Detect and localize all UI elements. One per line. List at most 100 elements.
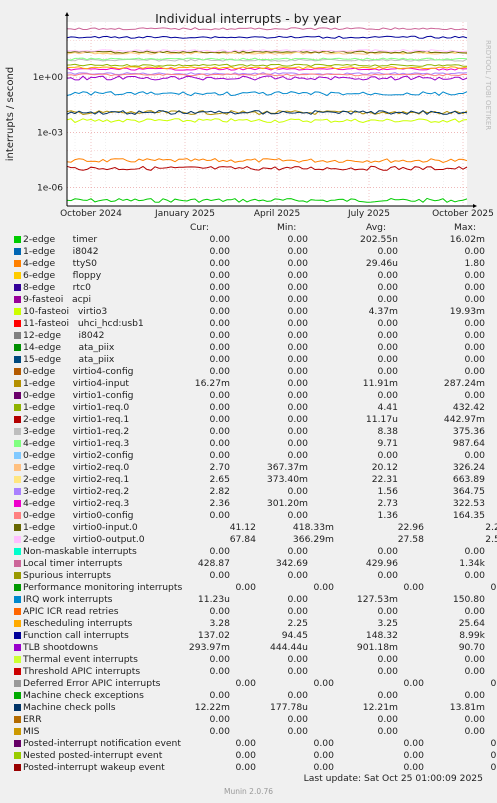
legend-row: 3-edge virtio2-req.2 2.82 0.00 1.56 364.75	[0, 486, 497, 498]
legend-avg-value: 0.00	[377, 450, 398, 461]
legend-swatch	[14, 536, 21, 543]
legend-avg-value: 148.32	[365, 630, 398, 641]
legend-row: 3-edge virtio1-req.2 0.00 0.00 8.38 375.36	[0, 426, 497, 438]
legend-min-value: 0.00	[287, 402, 308, 413]
legend-label: Deferred Error APIC interrupts	[23, 678, 161, 689]
legend-avg-value: 1.36	[377, 510, 398, 521]
legend-max-value: 0.00	[464, 450, 485, 461]
legend-cur-value: 0.00	[235, 762, 256, 773]
legend-max-value: 322.53	[452, 498, 485, 509]
legend-avg-value: 20.12	[371, 462, 398, 473]
legend-row: 14-edge ata_piix 0.00 0.00 0.00 0.00	[0, 342, 497, 354]
legend-row: 15-edge ata_piix 0.00 0.00 0.00 0.00	[0, 354, 497, 366]
legend-swatch	[14, 464, 21, 471]
legend-cur-value: 0.00	[235, 678, 256, 689]
series-lines	[66, 27, 468, 203]
legend-label: ERR	[23, 714, 42, 725]
legend-min-value: 0.00	[313, 582, 334, 593]
legend-cur-value: 11.23u	[197, 594, 230, 605]
legend-label: 3-edge virtio2-req.2	[23, 486, 130, 497]
legend-label: 2-edge timer	[23, 234, 98, 245]
legend-swatch	[14, 476, 21, 483]
legend-max-value: 0.00	[464, 294, 485, 305]
legend-avg-value: 12.21m	[362, 702, 398, 713]
legend-cur-value: 0.00	[209, 318, 230, 329]
series-line	[66, 49, 468, 53]
legend-row: 6-edge floppy 0.00 0.00 0.00 0.00	[0, 270, 497, 282]
legend-cur-value: 0.00	[209, 258, 230, 269]
legend-label: 1-edge virtio2-req.0	[23, 462, 130, 473]
legend-cur-value: 2.82	[209, 486, 230, 497]
legend-avg-value: 0.00	[377, 690, 398, 701]
legend-row: Thermal event interrupts 0.00 0.00 0.00 0.00	[0, 654, 497, 666]
legend-label: 4-edge virtio2-req.3	[23, 498, 130, 509]
legend-row: Nested posted-interrupt event 0.00 0.00 0.0…	[0, 750, 497, 762]
legend-label: Performance monitoring interrupts	[23, 582, 183, 593]
legend-swatch	[14, 440, 21, 447]
legend-avg-value: 0.00	[403, 762, 424, 773]
legend-label: 0-edge virtio2-config	[23, 450, 134, 461]
legend-label: Thermal event interrupts	[23, 654, 138, 665]
legend-max-value: 0.00	[464, 366, 485, 377]
legend-min-value: 0.00	[287, 438, 308, 449]
legend-row: Deferred Error APIC interrupts 0.00 0.00 0.…	[0, 678, 497, 690]
legend-label: Posted-interrupt wakeup event	[23, 762, 165, 773]
legend-avg-value: 0.00	[403, 738, 424, 749]
legend-max-value: 0.00	[490, 678, 497, 689]
legend-swatch	[14, 500, 21, 507]
legend-max-value: 0.00	[464, 606, 485, 617]
legend-min-value: 0.00	[313, 678, 334, 689]
legend-max-value: 0.00	[464, 354, 485, 365]
y-tick-label: 1e-06	[37, 184, 63, 194]
legend-label: Spurious interrupts	[23, 570, 112, 581]
legend-cur-value: 16.27m	[194, 378, 230, 389]
legend-cur-value: 0.00	[235, 750, 256, 761]
legend-swatch	[14, 656, 21, 663]
legend-label: 6-edge floppy	[23, 270, 102, 281]
legend-cur-value: 0.00	[209, 690, 230, 701]
legend-min-value: 0.00	[287, 354, 308, 365]
col-header-min: Min:	[277, 222, 297, 233]
legend-row: 1-edge i8042 0.00 0.00 0.00 0.00	[0, 246, 497, 258]
legend-swatch	[14, 416, 21, 423]
legend-row: 2-edge virtio2-req.1 2.65 373.40m 22.31 663.…	[0, 474, 497, 486]
legend-swatch	[14, 332, 21, 339]
legend-cur-value: 0.00	[209, 306, 230, 317]
legend-label: Machine check exceptions	[23, 690, 144, 701]
legend-row: IRQ work interrupts 11.23u 0.00 127.53m 150.…	[0, 594, 497, 606]
legend-swatch	[14, 368, 21, 375]
legend-avg-value: 0.00	[403, 582, 424, 593]
legend-max-value: 663.89	[452, 474, 485, 485]
legend-cur-value: 0.00	[209, 342, 230, 353]
legend-avg-value: 0.00	[377, 654, 398, 665]
legend-row: 9-fasteoi acpi 0.00 0.00 0.00 0.00	[0, 294, 497, 306]
legend-min-value: 301.20m	[266, 498, 308, 509]
legend-min-value: 0.00	[287, 486, 308, 497]
legend-label: 2-edge virtio0-output.0	[23, 534, 145, 545]
legend-max-value: 0.00	[464, 270, 485, 281]
legend-row: Function call interrupts 137.02 94.45 148.3…	[0, 630, 497, 642]
legend-swatch	[14, 728, 21, 735]
legend-label: TLB shootdowns	[23, 642, 98, 653]
legend-max-value: 364.75	[452, 486, 485, 497]
legend-row: 1-edge virtio0-input.0 41.12 418.33m 22.96 2…	[0, 522, 497, 534]
legend-max-value: 0.00	[490, 582, 497, 593]
x-tick-label: April 2025	[254, 209, 300, 219]
legend-cur-value: 0.00	[209, 234, 230, 245]
legend-swatch	[14, 380, 21, 387]
series-line	[66, 109, 468, 115]
legend-label: 9-fasteoi acpi	[23, 294, 92, 305]
legend-avg-value: 11.17u	[365, 414, 398, 425]
legend-swatch	[14, 428, 21, 435]
legend-cur-value: 0.00	[235, 738, 256, 749]
series-line	[66, 75, 468, 81]
legend-min-value: 0.00	[287, 426, 308, 437]
legend-cur-value: 2.36	[209, 498, 230, 509]
legend-swatch	[14, 740, 21, 747]
legend-swatch	[14, 296, 21, 303]
legend-min-value: 0.00	[287, 714, 308, 725]
legend-min-value: 373.40m	[266, 474, 308, 485]
legend-avg-value: 0.00	[403, 678, 424, 689]
legend-avg-value: 0.00	[377, 666, 398, 677]
legend-label: 0-edge virtio0-config	[23, 510, 134, 521]
